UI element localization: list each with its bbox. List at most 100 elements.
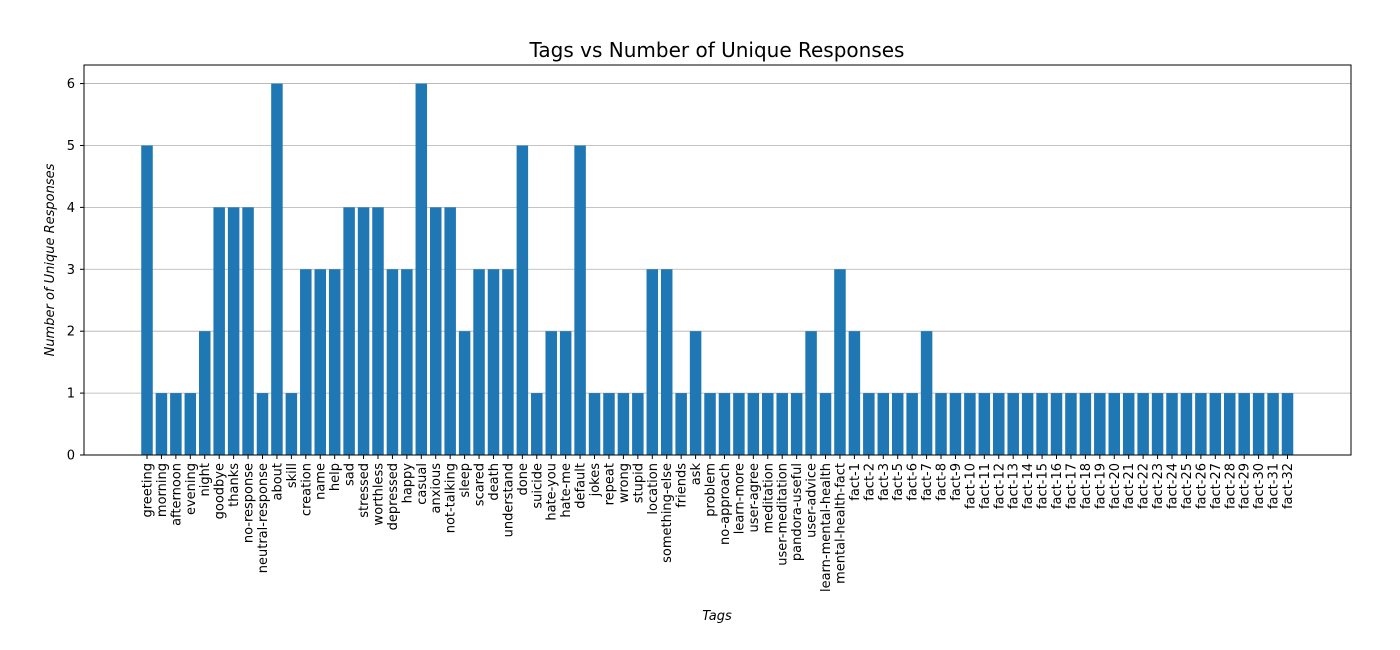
x-tick-label: problem [704, 463, 719, 517]
x-tick-label: fact-2 [862, 463, 877, 501]
bar-fact-9 [949, 393, 962, 455]
bar-no-approach [718, 393, 731, 455]
x-tick-label: jokes [588, 463, 603, 498]
x-tick-label: fact-25 [1180, 463, 1195, 509]
bar-done [516, 145, 529, 455]
x-tick-label: repeat [602, 463, 617, 505]
x-tick-label: happy [400, 463, 415, 504]
x-tick-label: meditation [761, 463, 776, 534]
x-tick-label: greeting [141, 463, 156, 518]
bar-worthless [372, 207, 384, 455]
x-tick-label: fact-6 [906, 463, 921, 501]
bar-fact-10 [964, 393, 976, 455]
bar-something-else [660, 269, 673, 455]
x-tick-label: fact-15 [1036, 463, 1051, 509]
x-tick-label: name [314, 463, 329, 500]
x-tick-label: about [270, 463, 285, 501]
x-tick-label: fact-3 [877, 463, 892, 501]
bar-wrong [617, 393, 630, 455]
bar-casual [415, 83, 428, 456]
bar-meditation [762, 393, 774, 455]
bar-pandora-useful [790, 393, 803, 455]
x-tick-label: afternoon [169, 463, 184, 526]
x-tick-label: fact-26 [1194, 463, 1209, 509]
x-tick-label: hate-you [545, 463, 560, 521]
bar-fact-21 [1122, 393, 1135, 455]
bar-location [646, 269, 659, 455]
x-tick-label: something-else [660, 463, 675, 563]
bar-fact-27 [1209, 393, 1222, 455]
bar-fact-30 [1252, 393, 1265, 455]
x-tick-label: fact-16 [1050, 463, 1065, 509]
x-tick-label: understand [501, 463, 516, 537]
x-tick-label: user-advice [805, 463, 820, 538]
bar-anxious [429, 207, 442, 455]
x-tick-label: fact-28 [1223, 463, 1238, 509]
x-tick-label: fact-32 [1281, 463, 1296, 509]
x-tick-label: skill [285, 463, 300, 488]
x-tick-label: fact-29 [1238, 463, 1253, 509]
bar-fact-3 [877, 393, 890, 455]
bar-fact-20 [1108, 393, 1121, 455]
bar-fact-8 [935, 393, 947, 455]
bar-no-response [242, 207, 254, 455]
x-tick-label: evening [184, 463, 199, 515]
bar-fact-19 [1094, 393, 1106, 455]
y-tick-label: 0 [67, 449, 75, 464]
x-tick-label: morning [155, 463, 170, 517]
x-tick-label: casual [415, 463, 430, 505]
x-tick-label: done [516, 463, 531, 495]
x-tick-label: fact-27 [1209, 463, 1224, 509]
x-tick-label: fact-17 [1064, 463, 1079, 509]
bar-creation [300, 269, 312, 455]
x-tick-label: wrong [617, 463, 632, 503]
x-tick-label: goodbye [213, 463, 228, 519]
bar-fact-29 [1238, 393, 1250, 455]
bar-mental-health-fact [834, 269, 846, 455]
bar-not-talking [444, 207, 456, 455]
y-tick-label: 6 [67, 77, 75, 92]
bar-depressed [386, 269, 399, 455]
x-tick-label: fact-8 [935, 463, 950, 501]
x-tick-label: location [646, 463, 661, 515]
y-tick-label: 3 [67, 263, 75, 278]
bar-fact-1 [848, 331, 861, 455]
plot-frame [83, 64, 1352, 456]
bar-repeat [603, 393, 615, 455]
x-tick-label: fact-12 [992, 463, 1007, 509]
x-tick-label: user-meditation [776, 463, 791, 566]
bar-fact-13 [1007, 393, 1019, 455]
bar-death [487, 269, 500, 455]
x-tick-label: default [574, 463, 589, 509]
bar-understand [502, 269, 514, 455]
x-tick-label: fact-13 [1007, 463, 1022, 509]
bar-name [314, 269, 326, 455]
x-tick-label: help [328, 463, 343, 491]
bar-happy [401, 269, 413, 455]
x-tick-label: scared [473, 463, 488, 506]
x-tick-label: user-agree [747, 463, 762, 533]
bar-user-meditation [776, 393, 788, 455]
bar-default [574, 145, 586, 455]
x-tick-label: fact-21 [1122, 463, 1137, 509]
x-tick-label: stupid [631, 463, 646, 503]
bar-stupid [632, 393, 644, 455]
x-tick-label: learn-more [732, 463, 747, 534]
x-tick-label: fact-30 [1252, 463, 1267, 509]
x-tick-label: fact-1 [848, 463, 863, 501]
x-tick-label: fact-20 [1108, 463, 1123, 509]
x-tick-label: fact-9 [949, 463, 964, 501]
y-tick-label: 5 [67, 139, 75, 154]
x-tick-label: no-response [242, 463, 257, 543]
bar-fact-18 [1079, 393, 1092, 455]
x-tick-label: fact-24 [1166, 463, 1181, 509]
bar-scared [473, 269, 485, 455]
x-tick-label: fact-19 [1093, 463, 1108, 509]
bar-jokes [588, 393, 601, 455]
y-tick-label: 4 [67, 201, 75, 216]
x-tick-label: fact-10 [963, 463, 978, 509]
x-tick-label: mental-health-fact [833, 463, 848, 584]
x-tick-label: sad [343, 463, 358, 486]
